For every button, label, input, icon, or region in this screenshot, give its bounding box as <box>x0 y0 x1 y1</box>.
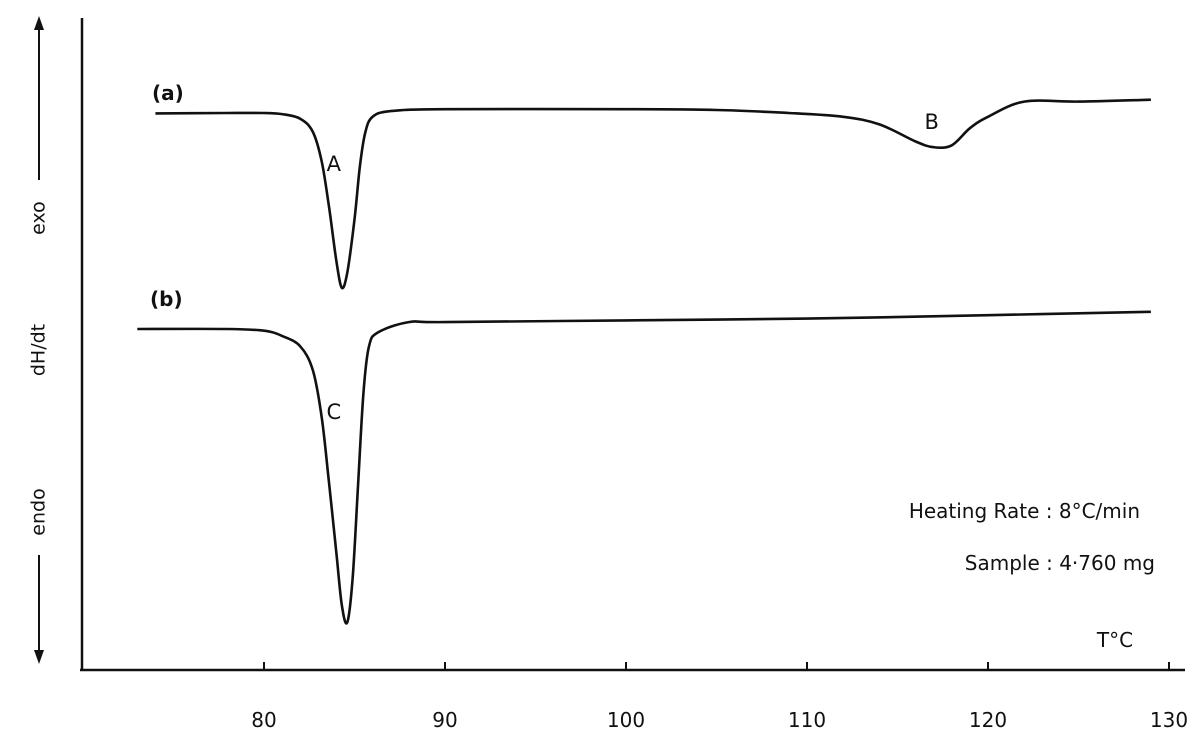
x-tick-label-100: 100 <box>607 708 645 732</box>
y-arrow-down-icon <box>34 650 44 664</box>
x-ticks: 80 90 100 110 120 130 <box>251 662 1188 732</box>
peak-label-a: A <box>327 152 342 176</box>
x-tick-label-120: 120 <box>969 708 1007 732</box>
x-tick-label-130: 130 <box>1150 708 1188 732</box>
peak-label-c: C <box>326 400 341 424</box>
x-axis: 80 90 100 110 120 130 T°C <box>80 628 1188 732</box>
x-tick-label-110: 110 <box>788 708 826 732</box>
x-axis-label: T°C <box>1096 628 1133 652</box>
y-axis: exo dH/dt endo <box>28 16 84 670</box>
series-label-b: (b) <box>150 287 183 311</box>
y-direction-endo: endo <box>28 488 50 535</box>
annotation-layer: A B C <box>326 110 938 424</box>
sample-note: Sample : 4·760 mg <box>965 551 1155 575</box>
series-line-a <box>155 98 1151 290</box>
x-tick-label-80: 80 <box>251 708 276 732</box>
x-tick-label-90: 90 <box>432 708 457 732</box>
peak-label-b: B <box>924 110 938 134</box>
series-label-a: (a) <box>152 81 184 105</box>
y-direction-exo: exo <box>28 201 50 235</box>
heating-rate-note: Heating Rate : 8°C/min <box>909 499 1140 523</box>
series-line-b <box>137 310 1151 625</box>
series-layer: (a) (b) <box>137 81 1151 625</box>
chart-notes: Heating Rate : 8°C/min Sample : 4·760 mg <box>909 499 1155 575</box>
y-axis-label: dH/dt <box>28 324 50 376</box>
y-arrow-up-icon <box>34 16 44 30</box>
